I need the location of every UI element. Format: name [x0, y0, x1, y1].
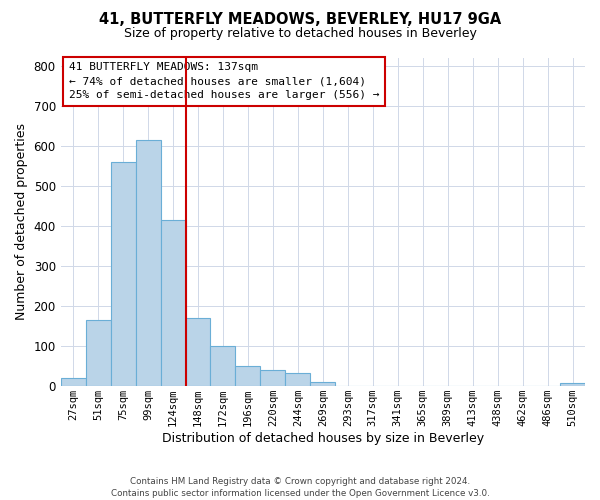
- Bar: [211, 346, 235, 386]
- Bar: [110, 162, 136, 386]
- X-axis label: Distribution of detached houses by size in Beverley: Distribution of detached houses by size …: [162, 432, 484, 445]
- Bar: [286, 373, 310, 386]
- Bar: [161, 220, 185, 386]
- Text: 41, BUTTERFLY MEADOWS, BEVERLEY, HU17 9GA: 41, BUTTERFLY MEADOWS, BEVERLEY, HU17 9G…: [99, 12, 501, 28]
- Bar: [560, 383, 585, 386]
- Bar: [86, 320, 110, 386]
- Text: 41 BUTTERFLY MEADOWS: 137sqm
← 74% of detached houses are smaller (1,604)
25% of: 41 BUTTERFLY MEADOWS: 137sqm ← 74% of de…: [68, 62, 379, 100]
- Y-axis label: Number of detached properties: Number of detached properties: [15, 124, 28, 320]
- Bar: [235, 366, 260, 386]
- Bar: [185, 318, 211, 386]
- Bar: [310, 382, 335, 386]
- Text: Size of property relative to detached houses in Beverley: Size of property relative to detached ho…: [124, 28, 476, 40]
- Bar: [61, 378, 86, 386]
- Bar: [136, 140, 161, 386]
- Text: Contains HM Land Registry data © Crown copyright and database right 2024.
Contai: Contains HM Land Registry data © Crown c…: [110, 476, 490, 498]
- Bar: [260, 370, 286, 386]
